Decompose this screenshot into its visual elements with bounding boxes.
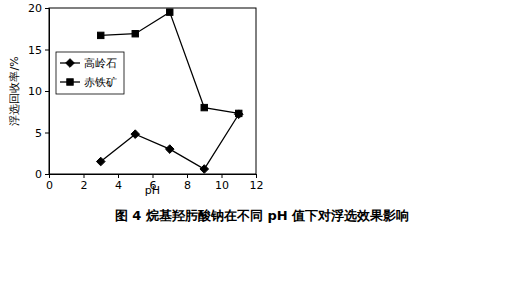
series-marker [234, 110, 243, 119]
series-marker [201, 104, 207, 110]
series-marker [131, 130, 140, 139]
y-tick-label: 20 [28, 2, 42, 15]
y-tick: 0 [35, 168, 49, 181]
series-marker [236, 110, 242, 116]
y-tick-label: 0 [35, 168, 42, 181]
x-tick-label: 12 [250, 179, 264, 192]
y-tick-mark [45, 133, 49, 134]
x-tick-mark [153, 174, 154, 178]
x-tick-mark [222, 174, 223, 178]
x-tick-label: 10 [215, 179, 229, 192]
x-axis-line [50, 175, 257, 179]
legend-frame [56, 52, 124, 94]
y-tick-mark [45, 8, 49, 9]
x-tick-mark [118, 174, 119, 178]
x-tick: 2 [81, 174, 88, 192]
series-line [101, 114, 239, 169]
x-tick-label: 0 [46, 179, 53, 192]
y-axis: 0 5 10 15 20 [28, 2, 50, 181]
plot-frame [49, 8, 256, 174]
x-tick-mark [187, 174, 188, 178]
y-axis-line [45, 9, 50, 175]
legend-marker [67, 79, 73, 85]
y-tick-label: 5 [35, 127, 42, 140]
series-marker [167, 9, 173, 15]
x-tick-mark [256, 174, 257, 178]
y-tick: 10 [28, 85, 49, 98]
series-marker [165, 145, 174, 154]
series-marker [200, 165, 209, 174]
y-tick-label: 15 [28, 44, 42, 57]
legend-label: 高岭石 [84, 57, 117, 70]
x-tick-label: 2 [81, 179, 88, 192]
chart: 02468101205101520pH浮选回收率/%图 4 烷基羟肟酸钠在不同 … [0, 0, 521, 290]
x-tick: 4 [115, 174, 122, 192]
legend-marker [66, 59, 75, 68]
y-tick-mark [45, 91, 49, 92]
series-marker [132, 31, 138, 37]
x-tick: 8 [184, 174, 191, 192]
x-tick-label: 8 [184, 179, 191, 192]
y-tick: 15 [28, 44, 49, 57]
y-tick-mark [45, 174, 49, 175]
y-tick: 5 [35, 127, 49, 140]
legend: 高岭石赤铁矿 [56, 52, 124, 94]
x-tick: 0 [46, 174, 53, 192]
x-tick-label: 4 [115, 179, 122, 192]
series-marker [96, 157, 105, 166]
series-marker [98, 32, 104, 38]
x-tick-mark [84, 174, 85, 178]
x-tick: 10 [215, 174, 229, 192]
x-tick: 12 [250, 174, 264, 192]
caption: 图 4 烷基羟肟酸钠在不同 pH 值下对浮选效果影响 [115, 208, 409, 223]
y-tick-mark [45, 50, 49, 51]
y-tick: 20 [28, 2, 49, 15]
y-tick-label: 10 [28, 85, 42, 98]
x-axis-title: pH [145, 184, 160, 197]
y-axis-title: 浮选回收率/% [8, 56, 21, 125]
legend-label: 赤铁矿 [84, 76, 117, 89]
